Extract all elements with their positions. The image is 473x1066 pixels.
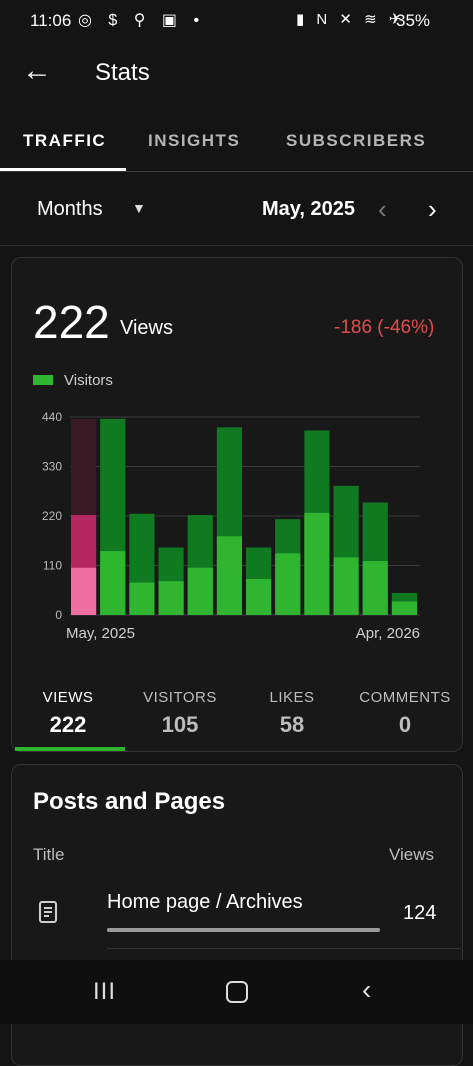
bar-visitors[interactable] (216, 536, 242, 615)
chevron-down-icon[interactable]: ▼ (132, 200, 146, 216)
active-tab-indicator (0, 168, 126, 171)
stat-tab-views[interactable]: VIEWS 222 (18, 689, 118, 738)
stat-value: 0 (398, 712, 412, 737)
period-dropdown[interactable]: Months (37, 198, 103, 220)
views-label: Views (120, 317, 173, 339)
tab-subscribers[interactable]: SUBSCRIBERS (286, 131, 427, 150)
x-label-first: May, 2025 (66, 625, 135, 642)
legend-label: Visitors (64, 372, 113, 389)
stat-name: LIKES (269, 689, 315, 706)
y-tick-label: 110 (43, 559, 62, 573)
stat-tab-likes[interactable]: LIKES 58 (242, 689, 342, 738)
bar-visitors[interactable] (304, 512, 330, 615)
tab-insights[interactable]: INSIGHTS (148, 131, 241, 150)
post-title[interactable]: Home page / Archives (107, 891, 303, 913)
x-label-last: Apr, 2026 (356, 625, 420, 642)
stat-value: 105 (161, 712, 199, 737)
views-total: 222 (33, 296, 110, 348)
posts-title: Posts and Pages (33, 788, 226, 815)
y-tick-label: 0 (55, 608, 62, 622)
home-icon[interactable] (226, 981, 248, 1003)
bar-visitors[interactable] (100, 551, 126, 615)
bar-visitors[interactable] (362, 561, 388, 615)
system-back-icon[interactable]: ‹ (362, 974, 372, 1005)
current-date: May, 2025 (262, 198, 356, 220)
bar-visitors[interactable] (275, 553, 301, 615)
views-delta: -186 (-46%) (334, 317, 435, 338)
recent-apps-icon[interactable]: III (93, 978, 117, 1005)
post-divider (107, 948, 461, 949)
traffic-bar-chart[interactable]: 0 110 220 330 440 May, 2025 Apr, 2026 (0, 400, 473, 650)
bar-visitors[interactable] (71, 567, 97, 615)
y-tick-label: 220 (42, 509, 62, 523)
stat-value: 222 (49, 712, 87, 737)
bar-visitors[interactable] (187, 567, 213, 615)
column-title: Title (33, 845, 65, 864)
y-tick-label: 440 (42, 410, 62, 424)
status-bar: 11:06 ◎ $ ⚲ ▣ • ▮ N ✕ ≋ ✈ 35% (0, 0, 473, 44)
legend-swatch (33, 375, 53, 385)
back-arrow-icon[interactable]: ← (22, 54, 52, 87)
bar-visitors[interactable] (246, 579, 272, 615)
system-nav-bar (0, 960, 473, 1024)
document-icon (39, 901, 57, 923)
page-title: Stats (95, 59, 150, 86)
column-views: Views (389, 845, 435, 864)
bar-visitors[interactable] (158, 581, 184, 615)
tab-traffic[interactable]: TRAFFIC (23, 131, 107, 150)
y-tick-label: 330 (42, 460, 62, 474)
tab-divider (0, 171, 473, 172)
active-stat-indicator (15, 747, 125, 751)
stat-value: 58 (279, 712, 305, 737)
stat-name: VISITORS (143, 689, 217, 706)
status-left-icons: ◎ $ ⚲ ▣ • (78, 12, 206, 29)
bar-visitors[interactable] (391, 601, 417, 616)
post-views: 124 (403, 902, 437, 924)
status-time: 11:06 (30, 11, 72, 30)
next-period-icon[interactable]: › (428, 194, 437, 224)
bar-visitors[interactable] (129, 582, 155, 615)
status-right-icons: ▮ N ✕ ≋ ✈ (296, 11, 406, 28)
battery-level: 35% (396, 11, 431, 30)
period-divider (0, 245, 473, 246)
previous-period-icon[interactable]: ‹ (378, 194, 387, 224)
stat-name: VIEWS (42, 689, 94, 706)
stat-name: COMMENTS (359, 689, 451, 706)
post-bar-fill (107, 928, 380, 932)
bar-visitors[interactable] (333, 557, 359, 615)
stat-tab-visitors[interactable]: VISITORS 105 (130, 689, 230, 738)
stat-tab-comments[interactable]: COMMENTS 0 (355, 689, 455, 738)
